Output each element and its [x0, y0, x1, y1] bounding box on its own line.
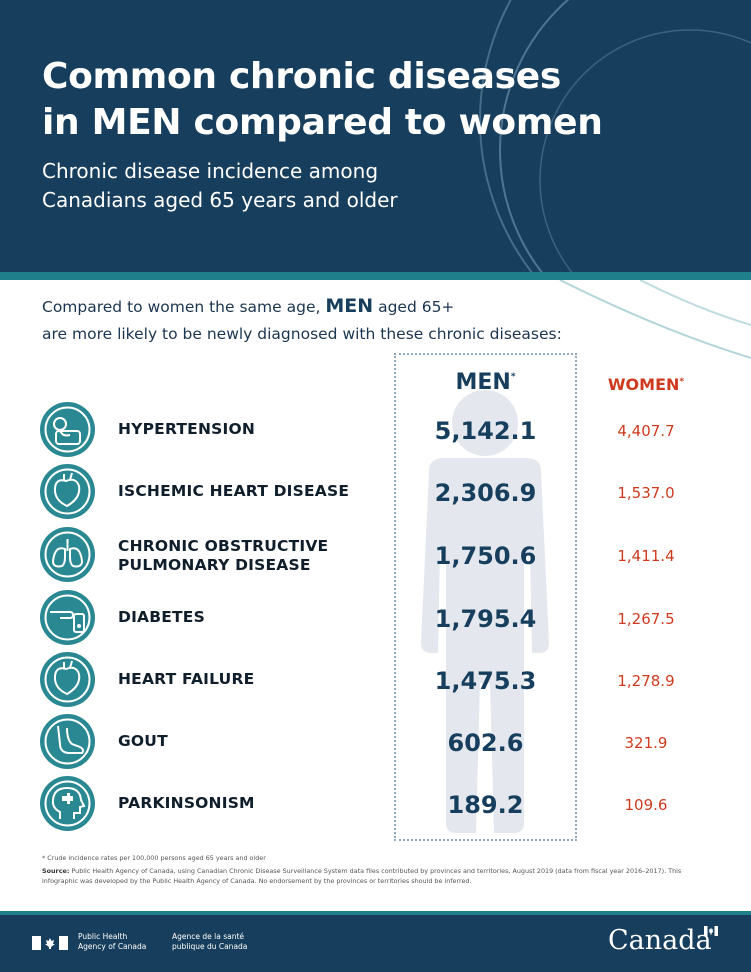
title-line: in MEN compared to women: [42, 102, 603, 143]
women-rate: 1,411.4: [617, 547, 675, 565]
disease-label-line: PARKINSONISM: [118, 794, 255, 812]
women-rate: 1,278.9: [617, 672, 675, 690]
disease-row: ISCHEMIC HEART DISEASE 2,306.9 1,537.0: [0, 464, 751, 524]
disease-label: GOUT: [118, 732, 168, 751]
disease-label: HYPERTENSION: [118, 420, 255, 439]
women-rate: 1,267.5: [617, 610, 675, 628]
disease-label-line: DIABETES: [118, 608, 205, 626]
disease-row: CHRONIC OBSTRUCTIVE PULMONARY DISEASE 1,7…: [0, 527, 751, 587]
disease-row: GOUT 602.6 321.9: [0, 714, 751, 774]
intro-text-before: Compared to women the same age,: [42, 298, 326, 316]
disease-label-line: CHRONIC OBSTRUCTIVE: [118, 537, 329, 555]
lungs-icon: [40, 527, 95, 582]
men-column-header: MEN*: [394, 370, 577, 395]
source-text: Public Health Agency of Canada, using Ca…: [42, 867, 682, 885]
header-banner: Common chronic diseases in MEN compared …: [0, 0, 751, 272]
intro-men-emphasis: MEN: [325, 295, 374, 317]
disease-label: HEART FAILURE: [118, 670, 254, 689]
blood-pressure-icon: [40, 402, 95, 457]
disease-row: HYPERTENSION 5,142.1 4,407.7: [0, 402, 751, 462]
head-puzzle-icon: [40, 776, 95, 831]
page-title: Common chronic diseases in MEN compared …: [42, 54, 662, 146]
men-rate: 2,306.9: [434, 479, 537, 507]
canada-wordmark: Canada: [608, 925, 712, 956]
men-column-box: [394, 353, 577, 841]
heart-icon: [40, 652, 95, 707]
agency-en-line: Public Health: [78, 932, 128, 941]
source-note: Source: Public Health Agency of Canada, …: [42, 866, 712, 886]
footer-divider: [0, 911, 751, 915]
disease-label: PARKINSONISM: [118, 794, 255, 813]
men-rate: 1,750.6: [434, 542, 537, 570]
agency-en-line: Agency of Canada: [78, 942, 147, 951]
women-rate: 321.9: [624, 734, 668, 752]
disease-row: PARKINSONISM 189.2 109.6: [0, 776, 751, 836]
decorative-arcs-lower: [559, 280, 751, 359]
men-header-label: MEN: [455, 370, 511, 395]
header-divider: [0, 272, 751, 280]
subtitle-line: Chronic disease incidence among: [42, 159, 379, 183]
disease-row: DIABETES 1,795.4 1,267.5: [0, 590, 751, 650]
disease-row: HEART FAILURE 1,475.3 1,278.9: [0, 652, 751, 712]
man-silhouette: [421, 390, 549, 833]
women-header-label: WOMEN: [607, 375, 680, 394]
disease-label-line: HYPERTENSION: [118, 420, 255, 438]
women-column-header: WOMEN*: [596, 375, 696, 394]
men-rate: 1,475.3: [434, 667, 537, 695]
agency-name-french: Agence de la santé publique du Canada: [172, 932, 247, 952]
title-line: Common chronic diseases: [42, 56, 561, 97]
agency-name-english: Public Health Agency of Canada: [78, 932, 146, 952]
intro-line-2: are more likely to be newly diagnosed wi…: [42, 325, 562, 343]
page-subtitle: Chronic disease incidence among Canadian…: [42, 157, 602, 215]
source-label: Source:: [42, 867, 70, 875]
men-header-asterisk: *: [510, 372, 516, 382]
women-rate: 4,407.7: [617, 422, 675, 440]
heart-icon: [40, 464, 95, 519]
disease-label: CHRONIC OBSTRUCTIVE PULMONARY DISEASE: [118, 537, 328, 575]
intro-line-1: Compared to women the same age, MEN aged…: [42, 293, 722, 321]
intro-text: Compared to women the same age, MEN aged…: [42, 293, 722, 348]
foot-icon: [40, 714, 95, 769]
footer-bar: Public Health Agency of Canada Agence de…: [0, 915, 751, 972]
decorative-arcs: [479, 0, 751, 272]
subtitle-line: Canadians aged 65 years and older: [42, 188, 398, 212]
glucose-meter-icon: [40, 590, 95, 645]
men-rate: 189.2: [447, 791, 524, 819]
women-header-asterisk: *: [679, 377, 685, 387]
women-rate: 109.6: [624, 796, 668, 814]
women-rate: 1,537.0: [617, 484, 675, 502]
agency-fr-line: Agence de la santé: [172, 932, 245, 941]
canada-flag-icon: [32, 936, 68, 950]
men-rate: 5,142.1: [434, 417, 537, 445]
disease-label-line: PULMONARY DISEASE: [118, 556, 311, 574]
men-rate: 1,795.4: [434, 605, 537, 633]
disease-label-line: ISCHEMIC HEART DISEASE: [118, 482, 350, 500]
agency-fr-line: publique du Canada: [172, 942, 248, 951]
disease-label-line: HEART FAILURE: [118, 670, 255, 688]
disease-label: ISCHEMIC HEART DISEASE: [118, 482, 349, 501]
intro-text-after: aged 65+: [373, 298, 455, 316]
disease-label-line: GOUT: [118, 732, 168, 750]
men-rate: 602.6: [447, 729, 524, 757]
disease-label: DIABETES: [118, 608, 205, 627]
wordmark-flag-icon: [704, 926, 718, 936]
footnote: * Crude incidence rates per 100,000 pers…: [42, 854, 266, 862]
